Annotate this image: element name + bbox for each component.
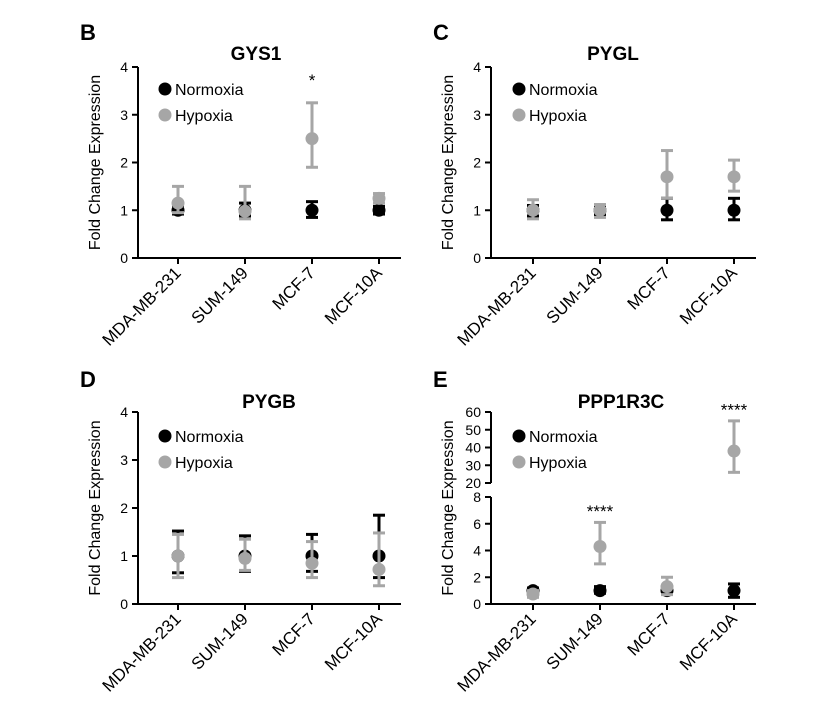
data-point-hypoxia [593,203,607,217]
data-point-hypoxia [526,203,540,217]
panel-c: C PYGL Fold Change Expression 0 1 2 3 4 MDA-MB-2… [433,20,756,350]
x-tick-label: MDA-MB-231 [454,263,540,349]
y-tick-label: 20 [465,475,481,491]
data-point-hypoxia [593,539,607,553]
panel-title: PYGB [242,392,296,413]
x-tick-label: MDA-MB-231 [454,609,540,695]
y-tick-label: 0 [120,250,128,266]
x-tick-label: MCF-10A [676,609,741,674]
legend-marker [512,82,526,96]
x-tick-label: SUM-149 [543,609,607,673]
y-tick-label: 2 [120,500,128,516]
y-tick-label: 4 [120,404,128,420]
panel-e: E PPP1R3C Fold Change Expression 0 2 4 6 820 304… [433,367,756,696]
legend-label: Normoxia [529,82,598,99]
y-tick-label: 2 [120,155,128,171]
significance-marker: **** [721,401,748,420]
y-tick-label: 1 [120,548,128,564]
y-axis-label: Fold Change Expression [440,75,457,250]
legend-label: Hypoxia [529,455,587,472]
data-point-hypoxia [171,549,185,563]
data-point-hypoxia [727,170,741,184]
legend-marker [158,429,172,443]
y-tick-label: 2 [473,569,481,585]
x-tick-label: MCF-10A [676,263,741,328]
panel-b: B GYS1 Fold Change Expression 0 1 2 3 4 MDA-MB-2… [80,20,401,350]
data-point-hypoxia [305,556,319,570]
legend-marker [158,455,172,469]
panel-letter: D [80,367,96,392]
legend-marker [158,108,172,122]
significance-marker: * [309,71,316,90]
y-tick-label: 30 [465,457,481,473]
panel-d: D PYGB Fold Change Expression 0 1 2 3 4 MDA-MB-2… [80,367,401,696]
y-tick-label: 40 [465,440,481,456]
y-tick-label: 8 [473,489,481,505]
data-point-hypoxia [526,587,540,601]
data-point-hypoxia [372,191,386,205]
legend-label: Hypoxia [175,108,233,125]
y-axis-label: Fold Change Expression [87,75,104,250]
data-point-hypoxia [238,551,252,565]
x-tick-label: MCF-7 [624,263,674,313]
data-point-normoxia [305,203,319,217]
data-point-hypoxia [171,196,185,210]
y-tick-label: 1 [120,202,128,218]
y-tick-label: 6 [473,516,481,532]
legend-label: Hypoxia [175,455,233,472]
legend-marker [158,82,172,96]
data-point-hypoxia [660,580,674,594]
data-point-normoxia [660,203,674,217]
x-tick-label: SUM-149 [188,263,252,327]
y-tick-label: 0 [120,596,128,612]
data-point-hypoxia [238,204,252,218]
x-tick-label: SUM-149 [188,609,252,673]
data-point-hypoxia [305,132,319,146]
y-axis-label: Fold Change Expression [87,420,104,595]
x-tick-label: MDA-MB-231 [99,263,185,349]
y-tick-label: 0 [473,596,481,612]
y-tick-label: 4 [473,59,481,75]
data-point-normoxia [727,203,741,217]
legend-label: Normoxia [175,82,244,99]
x-tick-label: MCF-7 [624,609,674,659]
y-tick-label: 4 [120,59,128,75]
x-tick-label: MCF-7 [269,609,319,659]
x-tick-label: SUM-149 [543,263,607,327]
data-point-hypoxia [660,170,674,184]
legend-label: Normoxia [175,429,244,446]
x-tick-label: MCF-7 [269,263,319,313]
y-tick-label: 0 [473,250,481,266]
y-tick-label: 3 [120,107,128,123]
y-axis-label: Fold Change Expression [440,420,457,595]
panel-letter: B [80,20,96,45]
x-tick-label: MCF-10A [321,609,386,674]
x-tick-label: MCF-10A [321,263,386,328]
panel-letter: E [433,367,448,392]
data-point-normoxia [593,584,607,598]
significance-marker: **** [587,502,614,521]
panel-title: GYS1 [231,44,282,65]
y-tick-label: 1 [473,202,481,218]
y-tick-label: 50 [465,422,481,438]
y-tick-label: 3 [473,107,481,123]
y-tick-label: 60 [465,404,481,420]
panel-title: PYGL [587,44,639,65]
data-point-normoxia [727,584,741,598]
data-point-hypoxia [372,562,386,576]
panel-letter: C [433,20,449,45]
data-point-normoxia [372,203,386,217]
legend-marker [512,108,526,122]
y-tick-label: 3 [120,452,128,468]
legend-marker [512,429,526,443]
y-tick-label: 4 [473,543,481,559]
legend-label: Normoxia [529,429,598,446]
legend-label: Hypoxia [529,108,587,125]
y-tick-label: 2 [473,155,481,171]
legend-marker [512,455,526,469]
data-point-hypoxia [727,444,741,458]
panel-title: PPP1R3C [578,392,665,413]
x-tick-label: MDA-MB-231 [99,609,185,695]
